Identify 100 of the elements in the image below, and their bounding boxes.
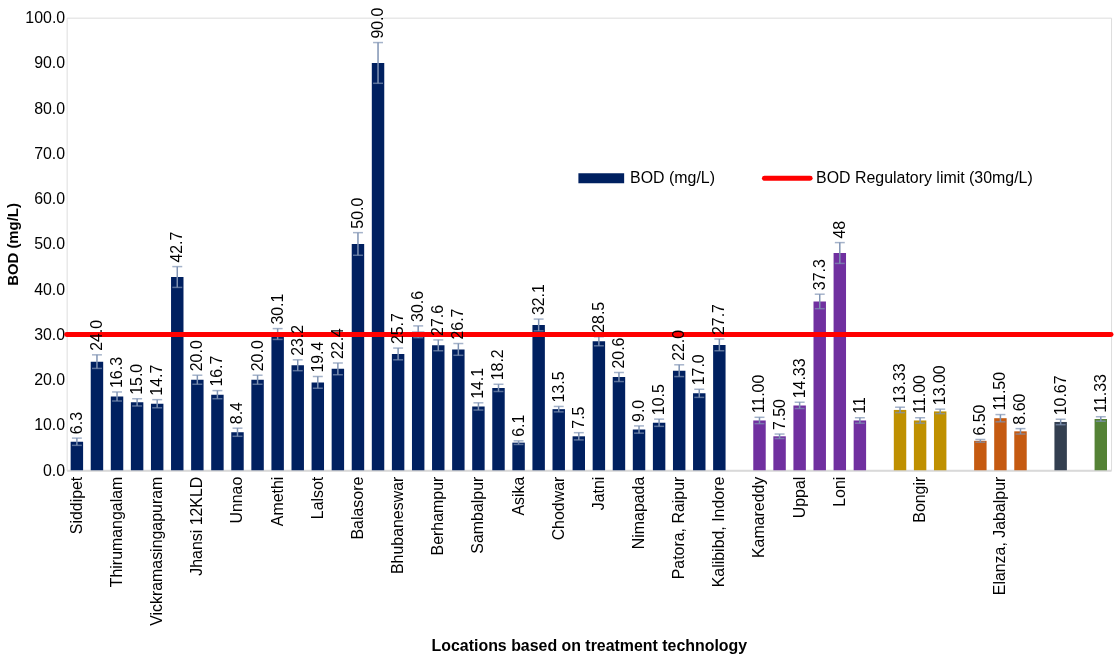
y-tick-label: 90.0 xyxy=(34,54,66,72)
data-label: 11 xyxy=(850,397,868,414)
y-tick-label: 40.0 xyxy=(34,280,66,298)
bar xyxy=(351,243,365,471)
bar xyxy=(974,440,987,471)
bar xyxy=(90,361,104,471)
x-tick-label: Jatni xyxy=(589,476,607,511)
x-tick-label: Sambalpur xyxy=(469,476,487,554)
data-label: 6.3 xyxy=(67,411,85,435)
data-label: 6.1 xyxy=(509,414,527,437)
data-label: 16.3 xyxy=(108,356,126,388)
x-tick-label: Asika xyxy=(509,476,527,516)
data-label: 16.7 xyxy=(208,355,226,387)
x-tick-label: Jhansi 12KLD xyxy=(188,476,206,576)
bar xyxy=(512,442,525,471)
data-label: 32.1 xyxy=(529,284,547,316)
bar xyxy=(693,393,706,471)
data-label: 48 xyxy=(830,220,848,239)
data-label: 13.5 xyxy=(549,371,567,403)
data-label: 20.0 xyxy=(248,340,266,372)
x-tick-label: Bhubaneswar xyxy=(389,476,407,574)
data-label: 19.4 xyxy=(308,341,326,373)
data-label: 9.0 xyxy=(630,399,648,422)
data-label: 30.6 xyxy=(409,290,427,322)
data-label: 14.7 xyxy=(148,364,166,396)
data-label: 11.00 xyxy=(911,374,929,414)
data-label: 30.1 xyxy=(268,293,286,325)
data-label: 10.5 xyxy=(650,384,668,416)
x-tick-label: Uppal xyxy=(790,476,808,519)
bar xyxy=(271,334,284,471)
data-label: 27.7 xyxy=(710,303,728,336)
data-label: 26.7 xyxy=(449,308,467,340)
data-label: 23.2 xyxy=(288,324,306,356)
x-tick-label: Kalibibd, Indore xyxy=(710,476,728,588)
y-tick-label: 70.0 xyxy=(34,144,66,162)
data-label: 11.33 xyxy=(1091,373,1109,413)
legend-label: BOD Regulatory limit (30mg/L) xyxy=(816,169,1033,187)
data-label: 37.3 xyxy=(810,259,828,291)
data-label: 24.0 xyxy=(87,319,105,351)
bar xyxy=(391,353,405,471)
x-tick-label: Siddipet xyxy=(67,476,85,535)
x-tick-label: Thirumangalam xyxy=(108,476,126,588)
y-tick-label: 80.0 xyxy=(34,99,66,117)
x-tick-label: Loni xyxy=(830,476,848,507)
bar xyxy=(331,368,345,471)
bar xyxy=(672,370,686,471)
y-axis-title: BOD (mg/L) xyxy=(4,203,22,286)
x-tick-label: Kamareddy xyxy=(750,476,768,559)
data-label: 20.0 xyxy=(188,340,206,372)
data-label: 13.33 xyxy=(891,363,909,404)
bar xyxy=(713,344,726,471)
data-label: 50.0 xyxy=(348,197,366,229)
bar xyxy=(452,349,465,471)
data-label: 6.50 xyxy=(971,404,989,436)
bar xyxy=(291,365,304,471)
x-tick-label: Amethi xyxy=(268,476,286,527)
data-label: 27.6 xyxy=(429,304,447,336)
data-label: 25.7 xyxy=(389,312,407,345)
x-tick-label: Vickramasingapuram xyxy=(148,476,166,626)
data-label: 22.4 xyxy=(328,327,346,360)
data-label: 42.7 xyxy=(168,231,186,263)
x-tick-label: Bongir xyxy=(911,476,929,523)
data-label: 10.67 xyxy=(1051,375,1069,416)
data-label: 28.5 xyxy=(589,301,607,333)
data-label: 14.33 xyxy=(790,358,808,399)
bar xyxy=(813,301,826,471)
data-label: 11.50 xyxy=(991,371,1009,411)
data-label: 17.0 xyxy=(690,354,708,386)
bar xyxy=(191,379,204,471)
y-tick-label: 10.0 xyxy=(34,416,66,434)
bar xyxy=(532,324,545,471)
y-tick-label: 100.0 xyxy=(25,9,66,27)
bar xyxy=(371,62,385,471)
data-label: 7.50 xyxy=(770,398,788,431)
data-label: 15.0 xyxy=(128,363,146,395)
data-label: 7.5 xyxy=(569,406,587,429)
x-tick-label: Berhampur xyxy=(429,476,447,556)
data-label: 18.2 xyxy=(489,349,507,381)
x-tick-label: Chodwar xyxy=(549,476,567,541)
x-tick-label: Lalsot xyxy=(308,476,326,520)
bar xyxy=(833,253,847,471)
bar xyxy=(592,341,606,471)
bar xyxy=(251,379,264,471)
data-label: 13.00 xyxy=(931,365,949,406)
bar xyxy=(231,432,244,471)
bar xyxy=(171,277,184,471)
bar xyxy=(110,396,124,471)
y-tick-label: 20.0 xyxy=(34,371,66,389)
bar xyxy=(432,345,445,471)
legend-label: BOD (mg/L) xyxy=(630,169,715,187)
bar xyxy=(612,377,626,471)
data-label: 22.0 xyxy=(670,329,688,361)
x-tick-label: Nimapada xyxy=(630,476,648,550)
data-label: 8.4 xyxy=(228,401,246,425)
y-tick-label: 50.0 xyxy=(34,235,66,253)
bar xyxy=(1094,418,1108,471)
data-label: 11.00 xyxy=(750,374,768,414)
data-label: 20.6 xyxy=(609,337,627,369)
x-tick-label: Patora, Raipur xyxy=(670,476,688,580)
y-tick-label: 60.0 xyxy=(34,190,66,208)
